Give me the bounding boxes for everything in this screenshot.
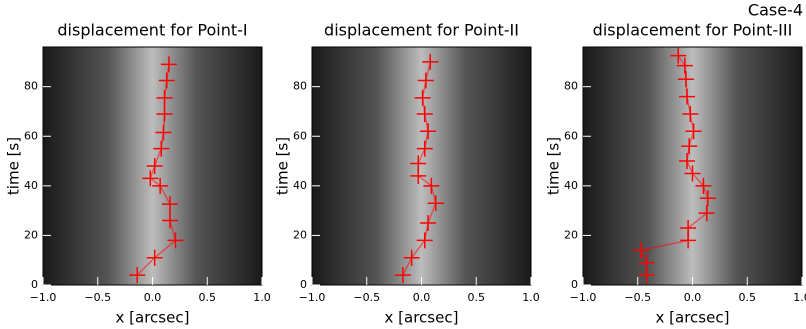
marker bbox=[676, 57, 693, 74]
marker bbox=[423, 177, 440, 194]
x-axis-label: x [arcsec] bbox=[656, 309, 730, 327]
marker bbox=[403, 249, 420, 266]
marker bbox=[155, 124, 172, 141]
x-tick-label: 1.0 bbox=[522, 291, 540, 304]
marker bbox=[420, 215, 437, 232]
y-tick-label: 60 bbox=[293, 129, 307, 142]
x-axis-label: x [arcsec] bbox=[116, 309, 190, 327]
marker bbox=[410, 155, 427, 172]
y-tick-label: 40 bbox=[24, 179, 38, 192]
panel-title: displacement for Point-II bbox=[324, 21, 519, 40]
y-tick-label: 80 bbox=[564, 80, 578, 93]
y-tick-label: 80 bbox=[293, 80, 307, 93]
marker bbox=[677, 71, 694, 88]
marker bbox=[158, 72, 175, 89]
case-label: Case-4 bbox=[748, 1, 803, 20]
y-tick-label: 0 bbox=[31, 278, 38, 291]
x-tick-label: −0.5 bbox=[353, 291, 380, 304]
marker bbox=[162, 212, 179, 229]
x-tick-label: 0.0 bbox=[413, 291, 431, 304]
marker bbox=[146, 249, 163, 266]
marker bbox=[680, 219, 697, 236]
marker bbox=[414, 89, 431, 106]
marker bbox=[670, 47, 687, 64]
marker bbox=[394, 267, 411, 284]
marker bbox=[427, 195, 444, 212]
marker bbox=[162, 196, 179, 213]
marker bbox=[417, 72, 434, 89]
x-tick-label: 0.5 bbox=[468, 291, 486, 304]
marker bbox=[152, 177, 169, 194]
marker bbox=[416, 105, 433, 122]
x-tick-label: 0.0 bbox=[684, 291, 702, 304]
x-tick-label: −1.0 bbox=[570, 291, 597, 304]
y-tick-label: 40 bbox=[564, 179, 578, 192]
marker bbox=[156, 105, 173, 122]
marker bbox=[146, 158, 163, 174]
y-tick-label: 0 bbox=[300, 278, 307, 291]
y-axis-label: time [s] bbox=[274, 137, 292, 195]
marker bbox=[638, 254, 655, 271]
marker bbox=[160, 56, 177, 73]
x-tick-label: −0.5 bbox=[84, 291, 111, 304]
marker bbox=[682, 105, 699, 122]
marker bbox=[695, 177, 712, 194]
panel-title: displacement for Point-III bbox=[593, 21, 793, 40]
marker bbox=[416, 232, 433, 249]
x-tick-label: −1.0 bbox=[30, 291, 57, 304]
marker bbox=[699, 190, 716, 207]
marker bbox=[416, 140, 433, 157]
y-tick-label: 60 bbox=[24, 129, 38, 142]
x-axis-label: x [arcsec] bbox=[385, 309, 459, 327]
marker bbox=[679, 88, 696, 105]
marker bbox=[153, 140, 170, 157]
x-tick-label: −1.0 bbox=[299, 291, 326, 304]
x-tick-label: 1.0 bbox=[253, 291, 271, 304]
y-tick-label: 40 bbox=[293, 179, 307, 192]
y-tick-label: 80 bbox=[24, 80, 38, 93]
marker bbox=[681, 138, 698, 155]
marker bbox=[167, 232, 184, 249]
y-tick-label: 20 bbox=[293, 228, 307, 241]
y-axis-label: time [s] bbox=[5, 137, 23, 195]
marker bbox=[684, 165, 701, 182]
marker bbox=[156, 89, 173, 106]
y-tick-label: 20 bbox=[24, 228, 38, 241]
x-tick-label: 0.5 bbox=[739, 291, 757, 304]
marker bbox=[679, 153, 696, 170]
intensity-map bbox=[312, 47, 531, 285]
marker bbox=[129, 267, 146, 284]
x-tick-label: −0.5 bbox=[624, 291, 651, 304]
panel-title: displacement for Point-I bbox=[57, 21, 247, 40]
y-axis-label: time [s] bbox=[545, 137, 563, 195]
marker bbox=[142, 170, 159, 187]
y-tick-label: 20 bbox=[564, 228, 578, 241]
marker bbox=[422, 53, 439, 70]
x-tick-label: 0.0 bbox=[144, 291, 162, 304]
y-tick-label: 60 bbox=[564, 129, 578, 142]
y-tick-label: 0 bbox=[571, 278, 578, 291]
marker bbox=[633, 242, 650, 259]
marker bbox=[685, 123, 702, 140]
marker bbox=[698, 205, 715, 222]
x-tick-label: 0.5 bbox=[199, 291, 217, 304]
x-tick-label: 1.0 bbox=[793, 291, 806, 304]
marker bbox=[420, 123, 437, 140]
